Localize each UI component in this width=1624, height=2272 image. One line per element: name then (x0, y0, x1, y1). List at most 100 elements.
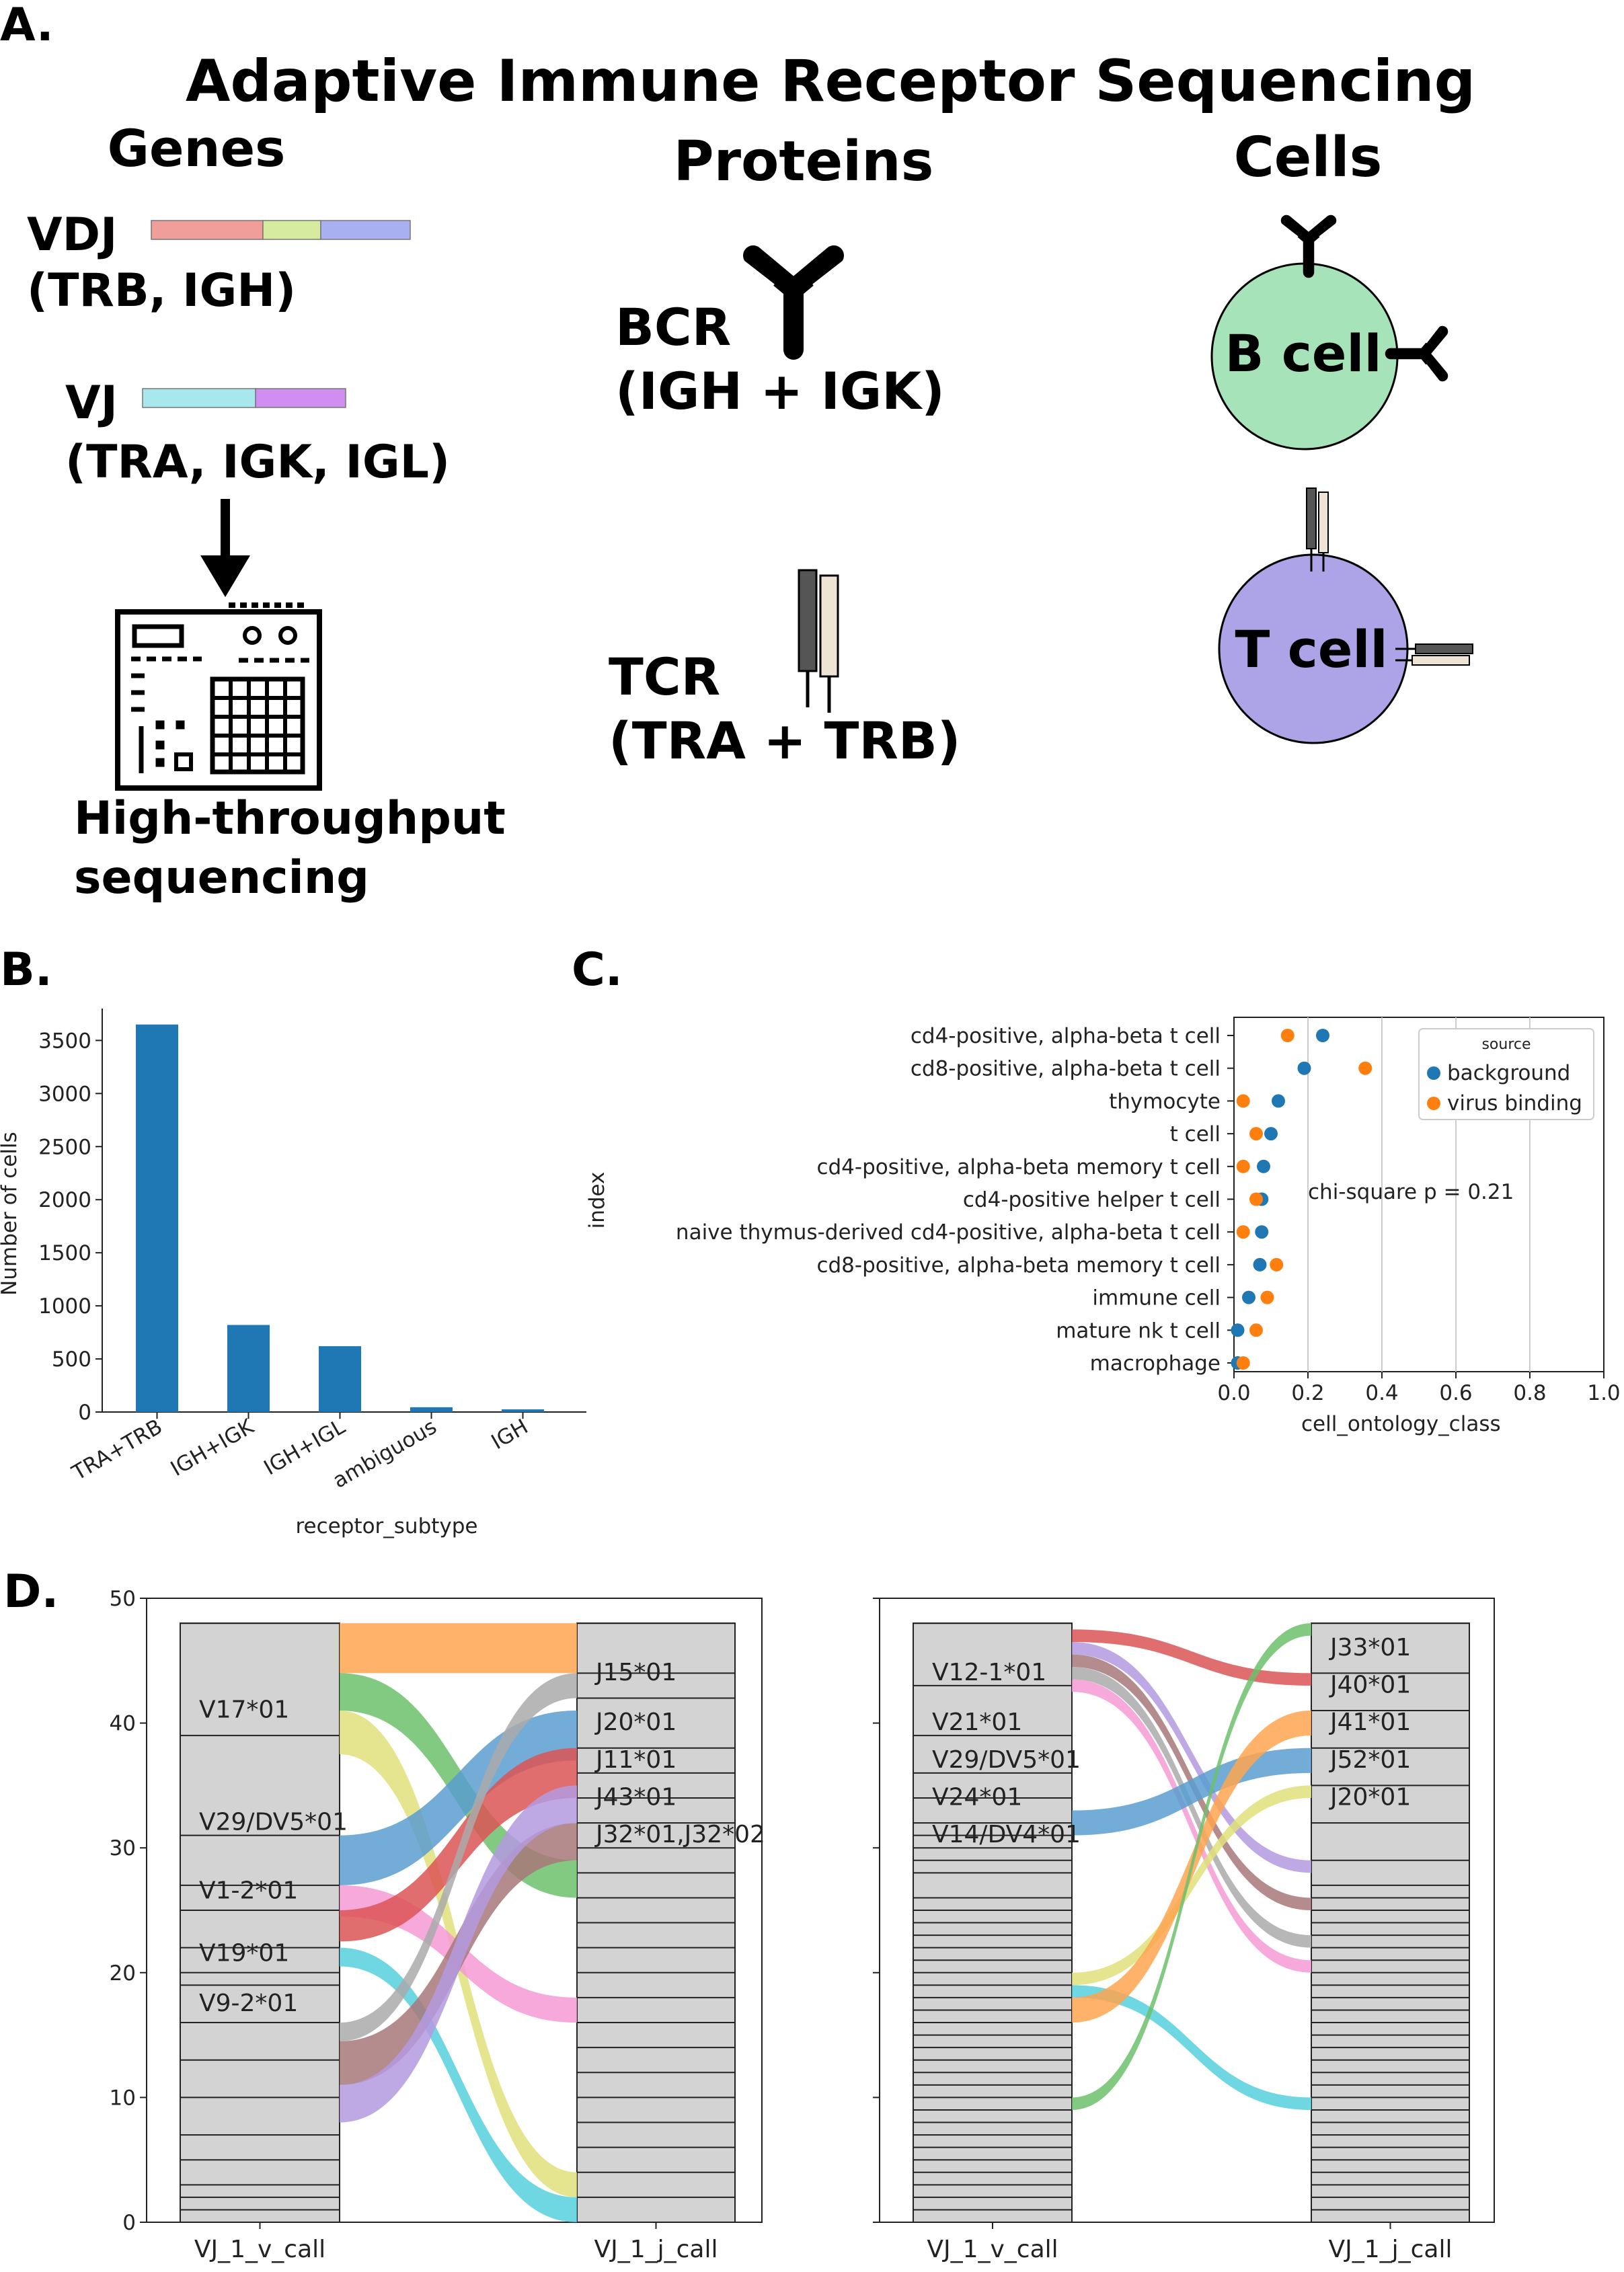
vj-label: VJ (65, 377, 118, 430)
y-tick-label: immune cell (1092, 1286, 1221, 1310)
x-tick-label: 0.0 (1217, 1381, 1250, 1405)
data-point-virus-binding (1236, 1356, 1250, 1370)
data-point-virus-binding (1358, 1061, 1372, 1075)
v-gene-label: V21*01 (932, 1709, 1022, 1736)
panel-c-letter: C. (572, 943, 623, 996)
panel-d-letter: D. (3, 1565, 59, 1618)
j-gene-label: J20*01 (594, 1709, 676, 1736)
bar (502, 1409, 544, 1412)
y-tick-label: 1000 (38, 1294, 91, 1319)
y-tick-label: 30 (110, 1836, 136, 1860)
y-tick-label: 0 (122, 2211, 136, 2235)
data-point-virus-binding (1249, 1192, 1263, 1206)
y-axis-label: Number of cells (0, 1132, 22, 1296)
legend: source background virus binding (1418, 1028, 1594, 1120)
x-axis-label: VJ_1_j_call (1328, 2236, 1452, 2263)
j-gene-label: J40*01 (1329, 1671, 1411, 1698)
y-axis-label: index (585, 1172, 609, 1229)
y-tick-label: 0 (78, 1401, 91, 1425)
data-point-virus-binding (1236, 1159, 1250, 1173)
bar (319, 1346, 361, 1412)
t-cell-label: T cell (1235, 619, 1388, 679)
b-cell-label: B cell (1225, 323, 1381, 383)
vj-gene-bar (142, 388, 346, 408)
sankey-right: V12-1*01 V21*01 V29/DV5*01 V24*01 V14/DV4*01… (873, 1598, 1495, 2263)
j-gene-label: J43*01 (594, 1784, 676, 1811)
j-gene-label: J20*01 (1329, 1784, 1411, 1811)
data-point-background (1272, 1094, 1285, 1108)
y-tick-label: cd8-positive, alpha-beta t cell (911, 1057, 1221, 1081)
y-tick-label: 2000 (38, 1188, 91, 1212)
y-tick-label: 3500 (38, 1029, 91, 1053)
j-gene-label: J32*01,J32*02 (594, 1821, 765, 1848)
y-tick-label: cd8-positive, alpha-beta memory t cell (816, 1253, 1221, 1278)
v-gene-label: V19*01 (199, 1940, 289, 1967)
data-point-background (1242, 1290, 1255, 1304)
v-gene-label: V1-2*01 (199, 1877, 298, 1905)
y-tick-label: cd4-positive helper t cell (963, 1188, 1221, 1212)
panel-a: A. Adaptive Immune Receptor Sequencing G… (0, 0, 1475, 904)
tcr-icon (798, 569, 839, 713)
data-point-background (1253, 1257, 1267, 1271)
sankey-flow (1072, 1623, 1311, 2110)
cells-header: Cells (1234, 126, 1383, 190)
x-axis-label: VJ_1_v_call (194, 2236, 325, 2263)
y-tick-label: t cell (1170, 1122, 1221, 1146)
sankey-flow (340, 1748, 577, 1942)
antibody-icon (743, 256, 844, 350)
x-tick-label: 0.4 (1365, 1381, 1398, 1405)
y-tick-label: 500 (52, 1347, 91, 1372)
data-point-background (1297, 1061, 1311, 1075)
proteins-header: Proteins (674, 130, 934, 194)
dot-chart-cell-ontology: 0.0 0.2 0.4 0.6 0.8 1.0 cd4-positive, alpha-be… (585, 1017, 1621, 1436)
x-axis-label: VJ_1_v_call (927, 2236, 1058, 2263)
x-axis-label: receptor_subtype (295, 1514, 477, 1538)
data-point-background (1231, 1323, 1245, 1337)
sankey-flow (1072, 1641, 1311, 1873)
bcr-subtitle: (IGH + IGK) (615, 361, 945, 421)
v-gene-label: V14/DV4*01 (932, 1821, 1081, 1848)
bar (136, 1024, 178, 1412)
x-axis-label: cell_ontology_class (1301, 1412, 1501, 1436)
panel-b-letter: B. (0, 943, 52, 996)
sankey-flow (1072, 1785, 1311, 1986)
j-gene-label: J11*01 (594, 1746, 676, 1774)
sankey-flow (1072, 1679, 1311, 1973)
sequencer-icon (115, 602, 322, 791)
v-gene-label: V17*01 (199, 1696, 289, 1724)
legend-marker (1427, 1097, 1440, 1110)
panel-c: C. 0.0 0.2 0.4 0.6 0.8 1.0 cd4-positive, alpha… (572, 943, 1621, 1436)
sankey-flow (340, 1947, 577, 2222)
y-tick-label: cd4-positive, alpha-beta t cell (911, 1024, 1221, 1048)
tcr-subtitle: (TRA + TRB) (609, 711, 961, 771)
sankey-flow (1072, 1667, 1311, 1948)
bar (227, 1325, 270, 1412)
data-point-virus-binding (1236, 1094, 1250, 1108)
x-tick-label: TRA+TRB (67, 1415, 166, 1486)
legend-title: source (1481, 1036, 1531, 1053)
data-point-background (1316, 1029, 1329, 1042)
sankey-flow (340, 1673, 577, 2041)
y-tick-label: macrophage (1090, 1352, 1221, 1376)
legend-label: virus binding (1447, 1091, 1582, 1115)
sankey-flow (1072, 1985, 1311, 2110)
x-tick-label: IGH (488, 1415, 533, 1454)
sankey-flow (1072, 1629, 1311, 1686)
sankey-flow (1072, 1748, 1311, 1836)
vj-subtitle: (TRA, IGK, IGL) (65, 436, 450, 489)
tcr-label: TCR (609, 647, 720, 707)
data-point-background (1264, 1127, 1278, 1141)
vdj-gene-bar (151, 220, 411, 240)
y-tick-label: mature nk t cell (1056, 1319, 1221, 1343)
y-tick-label: cd4-positive, alpha-beta memory t cell (816, 1155, 1221, 1179)
bcr-label: BCR (615, 297, 731, 357)
sankey-flow (340, 1711, 577, 1885)
y-tick-label: 3000 (38, 1082, 91, 1106)
sequencing-label-line1: High-throughput (74, 792, 506, 845)
j-gene-label: J15*01 (594, 1659, 676, 1686)
x-tick-label: ambiguous (329, 1415, 441, 1493)
x-tick-label: IGH+IGK (167, 1414, 258, 1481)
y-tick-label: 50 (110, 1587, 136, 1611)
data-point-virus-binding (1270, 1257, 1284, 1271)
v-call-axis (180, 1622, 340, 2224)
